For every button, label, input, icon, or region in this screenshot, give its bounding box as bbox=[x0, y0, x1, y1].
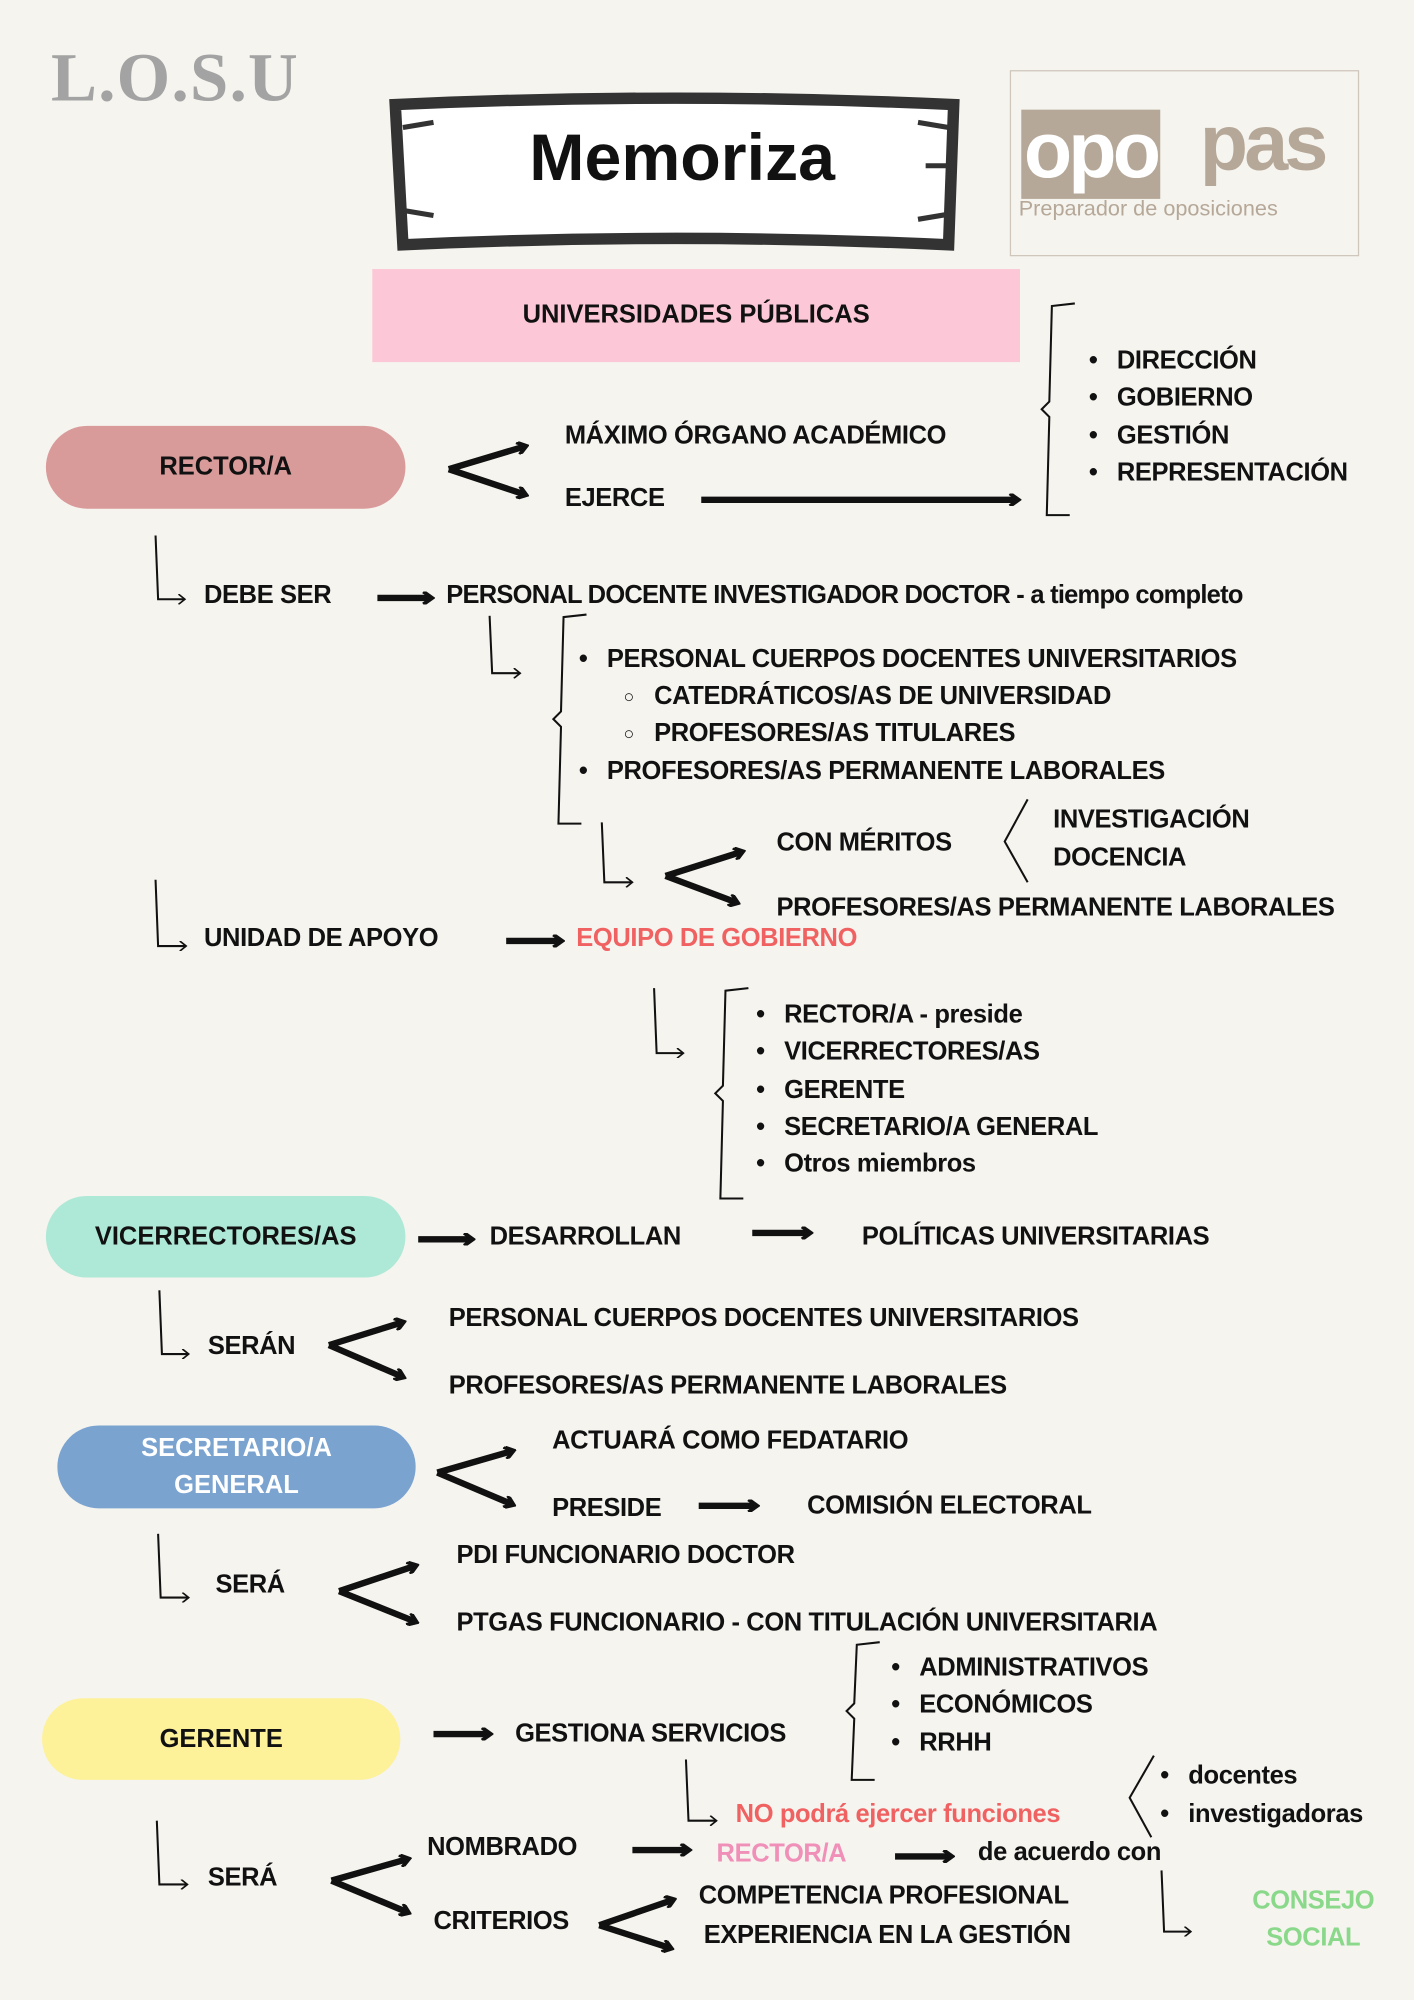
consejo-2: SOCIAL bbox=[1266, 1923, 1361, 1953]
gestiona-servicios: GESTIONA SERVICIOS bbox=[515, 1719, 786, 1749]
servicio-item: ECONÓMICOS bbox=[891, 1689, 1093, 1720]
losu-label: L.O.S.U bbox=[51, 39, 300, 117]
logo-opo: opo bbox=[1021, 109, 1161, 199]
fork-arrow-icon bbox=[598, 1900, 673, 1929]
page-title: Memoriza bbox=[529, 121, 836, 196]
equipo-item: VICERRECTORES/AS bbox=[756, 1037, 1040, 1068]
servicio-item: RRHH bbox=[891, 1728, 991, 1759]
fork-arrow-icon bbox=[447, 466, 526, 495]
elbow-arrow-icon bbox=[158, 1290, 188, 1354]
maximo-organo: MÁXIMO ÓRGANO ACADÉMICO bbox=[564, 422, 947, 451]
equipo-item: SECRETARIO/A GENERAL bbox=[756, 1112, 1098, 1143]
angle-bracket-icon bbox=[1003, 798, 1029, 883]
criterios: CRITERIOS bbox=[433, 1907, 570, 1936]
fork-arrow-icon bbox=[338, 1566, 416, 1595]
ejerce: EJERCE bbox=[564, 484, 665, 513]
fork-arrow-icon bbox=[436, 1469, 512, 1505]
sub-item: CATEDRÁTICOS/AS DE UNIVERSIDAD bbox=[623, 681, 1111, 712]
vice-opcion: PERSONAL CUERPOS DOCENTES UNIVERSITARIOS bbox=[448, 1304, 1079, 1333]
elbow-arrow-icon bbox=[1160, 1870, 1191, 1931]
elbow-arrow-icon bbox=[488, 615, 521, 673]
elbow-arrow-icon bbox=[684, 1759, 717, 1821]
permanentes-2: PROFESORES/AS PERMANENTE LABORALES bbox=[776, 893, 1335, 922]
funcion-item: docentes bbox=[1160, 1761, 1297, 1792]
funcion-item: REPRESENTACIÓN bbox=[1089, 458, 1348, 489]
equipo-item: Otros miembros bbox=[756, 1149, 976, 1180]
equipo-gobierno: EQUIPO DE GOBIERNO bbox=[576, 924, 858, 953]
nombrado: NOMBRADO bbox=[427, 1833, 578, 1862]
personal-docente: PERSONAL DOCENTE INVESTIGADOR DOCTOR - a… bbox=[446, 581, 1243, 610]
secretario-label-2: GENERAL bbox=[174, 1470, 299, 1499]
funcion-item: DIRECCIÓN bbox=[1089, 346, 1257, 377]
rector-pill: RECTOR/A bbox=[45, 425, 406, 509]
equipo-item: GERENTE bbox=[756, 1075, 905, 1106]
secretario-opcion: PTGAS FUNCIONARIO - CON TITULACIÓN UNIVE… bbox=[456, 1609, 1158, 1638]
funcion-item: investigadoras bbox=[1160, 1799, 1363, 1830]
vice-opcion: PROFESORES/AS PERMANENTE LABORALES bbox=[448, 1371, 1007, 1400]
comision-electoral: COMISIÓN ELECTORAL bbox=[807, 1491, 1092, 1520]
fork-arrow-icon bbox=[330, 1859, 409, 1884]
criterio-item: EXPERIENCIA EN LA GESTIÓN bbox=[703, 1921, 1071, 1950]
cuerpos-item: PERSONAL CUERPOS DOCENTES UNIVERSITARIOS bbox=[579, 644, 1237, 675]
sera: SERÁ bbox=[207, 1864, 278, 1893]
de-acuerdo: de acuerdo con bbox=[977, 1838, 1162, 1867]
secretario-label-1: SECRETARIO/A bbox=[141, 1433, 332, 1462]
secretario-pill: SECRETARIO/A GENERAL bbox=[57, 1425, 416, 1509]
fork-arrow-icon bbox=[598, 1922, 670, 1948]
merito-item: DOCENCIA bbox=[1053, 844, 1187, 873]
rector-ref: RECTOR/A bbox=[716, 1839, 847, 1868]
fork-arrow-icon bbox=[664, 872, 737, 903]
criterio-item: COMPETENCIA PROFESIONAL bbox=[698, 1881, 1069, 1910]
elbow-arrow-icon bbox=[157, 1533, 189, 1598]
fork-arrow-icon bbox=[447, 446, 526, 473]
fork-arrow-icon bbox=[327, 1342, 403, 1377]
funcion-item: GESTIÓN bbox=[1089, 421, 1230, 452]
merito-item: INVESTIGACIÓN bbox=[1053, 805, 1250, 834]
funcion-item: GOBIERNO bbox=[1089, 383, 1253, 414]
fork-arrow-icon bbox=[337, 1588, 416, 1622]
angle-bracket-icon bbox=[1128, 1755, 1155, 1838]
fork-arrow-icon bbox=[436, 1451, 512, 1476]
curly-bracket-icon bbox=[551, 613, 587, 825]
logo-tagline: Preparador de oposiciones bbox=[1018, 196, 1278, 221]
unidad-apoyo: UNIDAD DE APOYO bbox=[204, 924, 439, 953]
fedatario: ACTUARÁ COMO FEDATARIO bbox=[552, 1426, 909, 1455]
elbow-arrow-icon bbox=[154, 879, 187, 946]
seran: SERÁN bbox=[207, 1332, 296, 1361]
sera: SERÁ bbox=[215, 1570, 285, 1599]
no-podra: NO podrá ejercer funciones bbox=[735, 1800, 1061, 1829]
logo-pas: pas bbox=[1199, 99, 1329, 188]
politicas: POLÍTICAS UNIVERSITARIAS bbox=[861, 1222, 1210, 1251]
banner-frame bbox=[389, 92, 960, 251]
consejo-1: CONSEJO bbox=[1252, 1887, 1375, 1916]
vicerrectores-pill: VICERRECTORES/AS bbox=[45, 1195, 406, 1278]
secretario-opcion: PDI FUNCIONARIO DOCTOR bbox=[456, 1541, 795, 1570]
elbow-arrow-icon bbox=[653, 988, 683, 1053]
opopas-logo: opo pas Preparador de oposiciones bbox=[1009, 70, 1360, 257]
fork-arrow-icon bbox=[328, 1322, 403, 1349]
con-meritos: CON MÉRITOS bbox=[776, 828, 952, 857]
desarrollan: DESARROLLAN bbox=[489, 1222, 682, 1251]
curly-bracket-icon bbox=[1040, 302, 1075, 517]
fork-arrow-icon bbox=[664, 852, 743, 879]
topic-box: UNIVERSIDADES PÚBLICAS bbox=[372, 269, 1020, 363]
elbow-arrow-icon bbox=[155, 1820, 188, 1885]
elbow-arrow-icon bbox=[600, 822, 633, 882]
equipo-item: RECTOR/A - preside bbox=[756, 1000, 1023, 1031]
fork-arrow-icon bbox=[330, 1877, 409, 1913]
curly-bracket-icon bbox=[713, 987, 749, 1200]
elbow-arrow-icon bbox=[154, 535, 185, 600]
servicio-item: ADMINISTRATIVOS bbox=[891, 1652, 1148, 1683]
sub-item: PROFESORES/AS TITULARES bbox=[623, 718, 1015, 749]
debe-ser: DEBE SER bbox=[204, 581, 332, 610]
permanentes-item: PROFESORES/AS PERMANENTE LABORALES bbox=[579, 756, 1165, 787]
curly-bracket-icon bbox=[845, 1641, 880, 1781]
preside: PRESIDE bbox=[552, 1494, 662, 1523]
gerente-pill: GERENTE bbox=[42, 1698, 401, 1780]
